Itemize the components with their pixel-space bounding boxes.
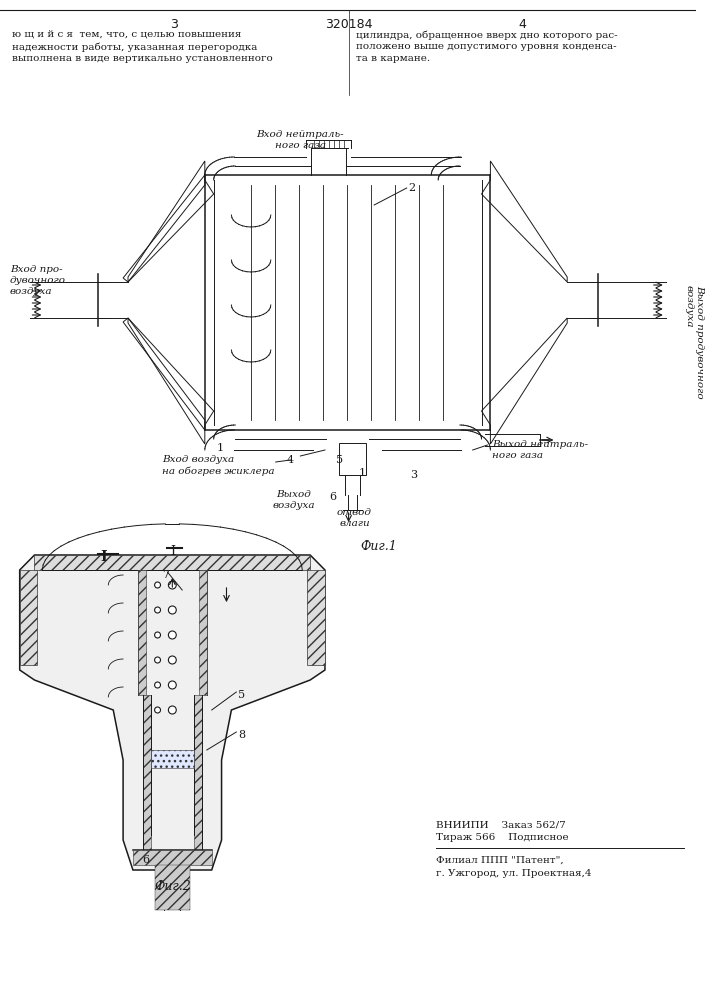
- Bar: [194, 695, 202, 850]
- Text: BНИИПИ    Заказ 562/7
Тираж 566    Подписное: BНИИПИ Заказ 562/7 Тираж 566 Подписное: [436, 820, 569, 842]
- Polygon shape: [20, 555, 325, 870]
- Text: 5: 5: [336, 455, 344, 465]
- Text: I: I: [100, 550, 107, 564]
- Polygon shape: [128, 161, 214, 282]
- Bar: [143, 695, 151, 850]
- Polygon shape: [481, 161, 567, 282]
- Text: 1: 1: [359, 468, 366, 478]
- Text: Выход
воздуха: Выход воздуха: [272, 490, 315, 510]
- Text: Фиг.1: Фиг.1: [361, 540, 397, 553]
- Text: ю щ и й с я  тем, что, с целью повышения
надежности работы, указанная перегородк: ю щ и й с я тем, что, с целью повышения …: [12, 30, 273, 63]
- Text: Вход воздуха
на обогрев жиклера: Вход воздуха на обогрев жиклера: [163, 455, 275, 476]
- Circle shape: [155, 707, 160, 713]
- Circle shape: [168, 656, 176, 664]
- Text: 7: 7: [162, 570, 169, 580]
- Text: Фиг.2: Фиг.2: [154, 880, 191, 893]
- Text: 3: 3: [410, 470, 417, 480]
- Text: I: I: [170, 545, 175, 558]
- Bar: [199, 570, 206, 695]
- Bar: [151, 750, 194, 768]
- Circle shape: [155, 632, 160, 638]
- Polygon shape: [128, 318, 214, 444]
- Bar: [20, 570, 37, 665]
- Text: 4: 4: [518, 18, 526, 31]
- Text: 1: 1: [217, 443, 224, 453]
- Text: 6: 6: [329, 492, 337, 502]
- Text: цилиндра, обращенное вверх дно которого рас-
положено выше допустимого уровня ко: цилиндра, обращенное вверх дно которого …: [356, 30, 618, 63]
- Text: 2: 2: [408, 183, 415, 193]
- Bar: [133, 850, 211, 865]
- Bar: [339, 443, 366, 475]
- Circle shape: [155, 657, 160, 663]
- Text: Вход про-
дувочного
воздуха: Вход про- дувочного воздуха: [10, 265, 66, 296]
- Circle shape: [168, 631, 176, 639]
- Polygon shape: [481, 318, 567, 444]
- Circle shape: [155, 582, 160, 588]
- Circle shape: [168, 581, 176, 589]
- Bar: [155, 865, 190, 910]
- Text: отвод
влаги: отвод влаги: [337, 508, 372, 528]
- Circle shape: [168, 681, 176, 689]
- Bar: [35, 555, 310, 570]
- Bar: [138, 570, 146, 695]
- Text: 5: 5: [238, 690, 245, 700]
- Circle shape: [168, 606, 176, 614]
- Text: Выход нейтраль-
ного газа: Выход нейтраль- ного газа: [492, 440, 588, 460]
- Circle shape: [155, 607, 160, 613]
- Text: 3: 3: [170, 18, 178, 31]
- Text: 6: 6: [142, 855, 149, 865]
- Circle shape: [168, 706, 176, 714]
- Text: Выход продувочного
воздуха: Выход продувочного воздуха: [684, 285, 704, 399]
- Text: 8: 8: [238, 730, 245, 740]
- Circle shape: [155, 682, 160, 688]
- Text: 4: 4: [287, 455, 294, 465]
- Text: 320184: 320184: [325, 18, 373, 31]
- Text: Вход нейтраль-
ного газа: Вход нейтраль- ного газа: [257, 130, 344, 150]
- Text: Филиал ППП "Патент",
г. Ужгород, ул. Проектная,4: Филиал ППП "Патент", г. Ужгород, ул. Про…: [436, 856, 592, 878]
- Bar: [308, 570, 325, 665]
